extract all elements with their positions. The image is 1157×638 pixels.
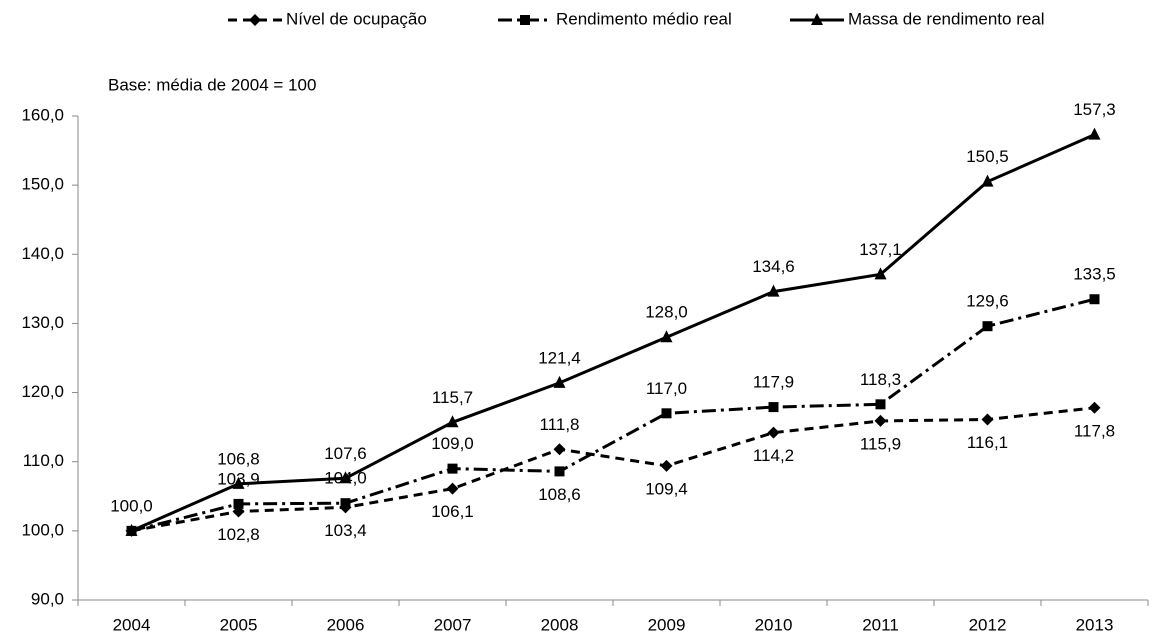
marker (874, 267, 887, 280)
data-label: 117,9 (753, 373, 794, 392)
x-tick-label: 2006 (327, 615, 365, 634)
data-label: 103,4 (324, 521, 367, 540)
y-tick-label: 140,0 (21, 244, 64, 263)
legend-label: Nível de ocupação (286, 9, 427, 28)
annotation: Base: média de 2004 = 100 (108, 75, 316, 94)
x-tick-label: 2008 (541, 615, 579, 634)
marker (981, 174, 994, 187)
legend-item: Rendimento médio real (498, 9, 732, 28)
data-label: 129,6 (966, 292, 1009, 311)
legend-marker (811, 13, 823, 25)
legend-marker (520, 15, 530, 25)
x-tick-label: 2012 (969, 615, 1007, 634)
marker (660, 459, 673, 472)
marker (125, 523, 138, 536)
data-label: 106,1 (431, 502, 474, 521)
data-label: 106,8 (217, 449, 260, 468)
data-label: 134,6 (752, 257, 795, 276)
data-label: 121,4 (538, 348, 581, 367)
x-tick-label: 2004 (113, 615, 151, 634)
data-label: 100,0 (110, 496, 153, 515)
data-label: 157,3 (1073, 100, 1116, 119)
data-label: 137,1 (859, 240, 902, 259)
x-tick-label: 2009 (648, 615, 686, 634)
y-tick-label: 110,0 (23, 451, 64, 470)
marker (340, 498, 351, 509)
data-label: 116,1 (967, 433, 1008, 452)
marker (233, 498, 244, 509)
marker (553, 443, 566, 456)
marker (232, 476, 245, 489)
y-tick-label: 90,0 (31, 589, 64, 608)
marker (875, 399, 886, 410)
x-tick-label: 2007 (434, 615, 472, 634)
data-label: 109,4 (645, 479, 688, 498)
x-tick-label: 2011 (862, 615, 899, 634)
marker (1089, 294, 1100, 305)
legend-label: Massa de rendimento real (848, 9, 1045, 28)
data-label: 150,5 (966, 147, 1009, 166)
data-label: 133,5 (1073, 265, 1116, 284)
marker (447, 463, 458, 474)
data-label: 117,8 (1074, 421, 1115, 440)
x-tick-label: 2013 (1076, 615, 1114, 634)
x-tick-label: 2005 (220, 615, 258, 634)
y-tick-label: 160,0 (21, 105, 64, 124)
marker (768, 402, 779, 413)
series-line (131, 297, 1095, 533)
data-label: 115,9 (860, 434, 901, 453)
marker (982, 321, 993, 332)
marker (661, 408, 672, 419)
marker (1088, 401, 1101, 414)
data-label: 109,0 (431, 434, 474, 453)
legend-marker (249, 14, 261, 26)
marker (553, 375, 566, 388)
legend-label: Rendimento médio real (556, 9, 732, 28)
y-tick-label: 150,0 (21, 175, 64, 194)
data-label: 128,0 (645, 303, 688, 322)
data-label: 107,6 (324, 444, 367, 463)
y-tick-label: 120,0 (21, 382, 64, 401)
marker (339, 471, 352, 484)
y-tick-label: 130,0 (21, 313, 64, 332)
data-label: 117,0 (646, 379, 687, 398)
marker (981, 413, 994, 426)
data-label: 115,7 (432, 388, 473, 407)
data-label: 108,6 (538, 485, 581, 504)
x-tick-label: 2010 (755, 615, 793, 634)
marker (1088, 127, 1101, 140)
y-tick-label: 100,0 (21, 520, 64, 539)
marker (554, 466, 565, 477)
marker (446, 415, 459, 428)
marker (767, 426, 780, 439)
marker (660, 330, 673, 343)
marker (767, 284, 780, 297)
marker (874, 414, 887, 427)
series-line (131, 406, 1095, 533)
data-label: 118,3 (860, 370, 901, 389)
series-line (130, 133, 1096, 533)
legend-item: Massa de rendimento real (790, 9, 1045, 28)
marker (446, 482, 459, 495)
data-label: 111,8 (539, 415, 579, 434)
data-label: 114,2 (753, 446, 794, 465)
data-label: 102,8 (217, 525, 260, 544)
legend-item: Nível de ocupação (228, 9, 427, 28)
